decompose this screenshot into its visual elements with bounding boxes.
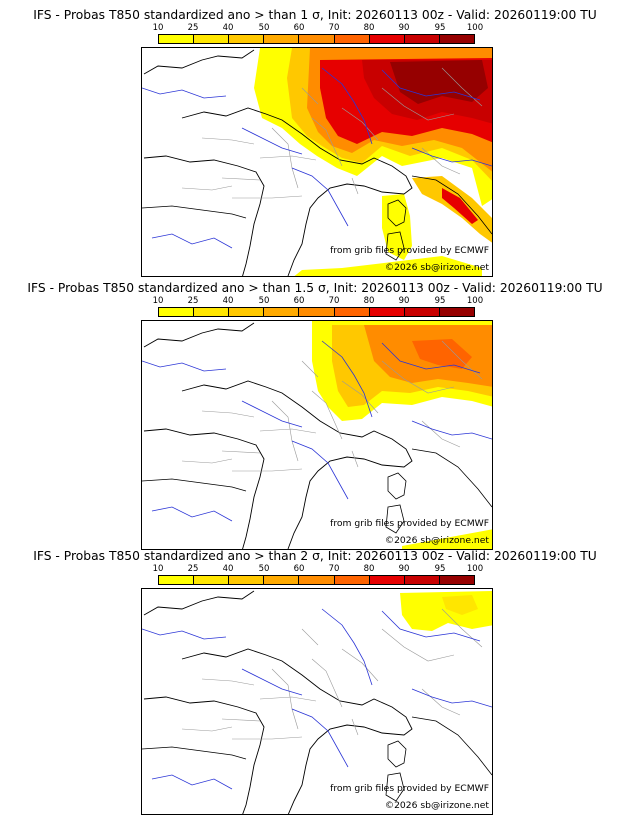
scale-tick: 10 bbox=[152, 23, 164, 33]
scale-segment bbox=[299, 35, 335, 43]
probability-field bbox=[312, 321, 492, 549]
scale-segment bbox=[159, 35, 195, 43]
scale-segment bbox=[229, 308, 265, 316]
scale-tick: 25 bbox=[187, 23, 199, 33]
scale-segment bbox=[264, 576, 300, 584]
scale-segment bbox=[404, 35, 440, 43]
scale-tick: 60 bbox=[293, 23, 305, 33]
panel-3: IFS - Probas T850 standardized ano > tha… bbox=[0, 541, 630, 815]
probability-field bbox=[400, 591, 492, 631]
scale-segment bbox=[299, 576, 335, 584]
color-scale-ticks: 10 25 40 50 60 70 80 90 95 100 bbox=[0, 23, 630, 34]
scale-tick: 60 bbox=[293, 564, 305, 574]
scale-segment bbox=[404, 576, 440, 584]
credit-source: from grib files provided by ECMWF bbox=[330, 245, 489, 256]
scale-segment bbox=[194, 35, 230, 43]
color-scale-bar bbox=[158, 575, 475, 585]
probability-field bbox=[254, 48, 492, 276]
scale-segment bbox=[334, 576, 370, 584]
scale-tick: 40 bbox=[222, 564, 234, 574]
panel-title: IFS - Probas T850 standardized ano > tha… bbox=[27, 281, 603, 295]
scale-tick: 80 bbox=[363, 296, 375, 306]
panel-1: IFS - Probas T850 standardized ano > tha… bbox=[0, 0, 630, 277]
scale-tick: 25 bbox=[187, 296, 199, 306]
color-scale-ticks: 10 25 40 50 60 70 80 90 95 100 bbox=[0, 564, 630, 575]
scale-tick: 70 bbox=[328, 564, 340, 574]
color-scale-ticks: 10 25 40 50 60 70 80 90 95 100 bbox=[0, 296, 630, 307]
scale-segment bbox=[439, 308, 474, 316]
scale-tick: 25 bbox=[187, 564, 199, 574]
credit-source: from grib files provided by ECMWF bbox=[330, 518, 489, 529]
scale-tick: 100 bbox=[466, 23, 484, 33]
rivers bbox=[142, 340, 492, 522]
color-scale-bar bbox=[158, 34, 475, 44]
scale-tick: 95 bbox=[434, 296, 446, 306]
scale-segment bbox=[439, 35, 474, 43]
scale-tick: 90 bbox=[398, 296, 410, 306]
scale-segment bbox=[369, 576, 405, 584]
credit-copyright: ©2026 sb@irizone.net bbox=[384, 535, 489, 546]
scale-tick: 10 bbox=[152, 564, 164, 574]
scale-tick: 80 bbox=[363, 564, 375, 574]
scale-segment bbox=[194, 576, 230, 584]
scale-segment bbox=[369, 35, 405, 43]
scale-tick: 50 bbox=[258, 296, 270, 306]
scale-tick: 100 bbox=[466, 296, 484, 306]
scale-tick: 10 bbox=[152, 296, 164, 306]
rivers bbox=[142, 608, 492, 790]
scale-tick: 40 bbox=[222, 23, 234, 33]
map-canvas bbox=[142, 321, 492, 549]
panel-title: IFS - Probas T850 standardized ano > tha… bbox=[33, 8, 597, 22]
scale-tick: 95 bbox=[434, 23, 446, 33]
map-canvas bbox=[142, 48, 492, 276]
scale-tick: 100 bbox=[466, 564, 484, 574]
scale-segment bbox=[229, 35, 265, 43]
scale-segment bbox=[194, 308, 230, 316]
coastlines bbox=[142, 322, 492, 549]
scale-segment bbox=[229, 576, 265, 584]
scale-segment bbox=[159, 576, 195, 584]
credit-source: from grib files provided by ECMWF bbox=[330, 783, 489, 794]
scale-tick: 50 bbox=[258, 564, 270, 574]
credit-copyright: ©2026 sb@irizone.net bbox=[384, 800, 489, 811]
scale-tick: 95 bbox=[434, 564, 446, 574]
scale-tick: 80 bbox=[363, 23, 375, 33]
scale-tick: 50 bbox=[258, 23, 270, 33]
color-scale-bar bbox=[158, 307, 475, 317]
credit-copyright: ©2026 sb@irizone.net bbox=[384, 262, 489, 273]
scale-tick: 70 bbox=[328, 23, 340, 33]
scale-tick: 90 bbox=[398, 564, 410, 574]
coastlines bbox=[142, 590, 492, 814]
panel-2: IFS - Probas T850 standardized ano > tha… bbox=[0, 273, 630, 550]
rivers bbox=[142, 67, 492, 249]
panel-title: IFS - Probas T850 standardized ano > tha… bbox=[33, 549, 597, 563]
borders bbox=[181, 340, 483, 472]
scale-segment bbox=[159, 308, 195, 316]
map-canvas bbox=[142, 590, 492, 814]
scale-segment bbox=[334, 308, 370, 316]
scale-segment bbox=[334, 35, 370, 43]
borders bbox=[181, 67, 483, 199]
probability-map: from grib files provided by ECMWF ©2026 … bbox=[141, 320, 493, 550]
scale-tick: 90 bbox=[398, 23, 410, 33]
scale-segment bbox=[264, 308, 300, 316]
borders bbox=[181, 608, 483, 740]
coastlines bbox=[142, 49, 492, 276]
scale-segment bbox=[404, 308, 440, 316]
scale-tick: 40 bbox=[222, 296, 234, 306]
scale-tick: 60 bbox=[293, 296, 305, 306]
probability-map: from grib files provided by ECMWF ©2026 … bbox=[141, 588, 493, 815]
scale-segment bbox=[439, 576, 474, 584]
scale-segment bbox=[299, 308, 335, 316]
scale-tick: 70 bbox=[328, 296, 340, 306]
scale-segment bbox=[264, 35, 300, 43]
scale-segment bbox=[369, 308, 405, 316]
probability-map: from grib files provided by ECMWF ©2026 … bbox=[141, 47, 493, 277]
